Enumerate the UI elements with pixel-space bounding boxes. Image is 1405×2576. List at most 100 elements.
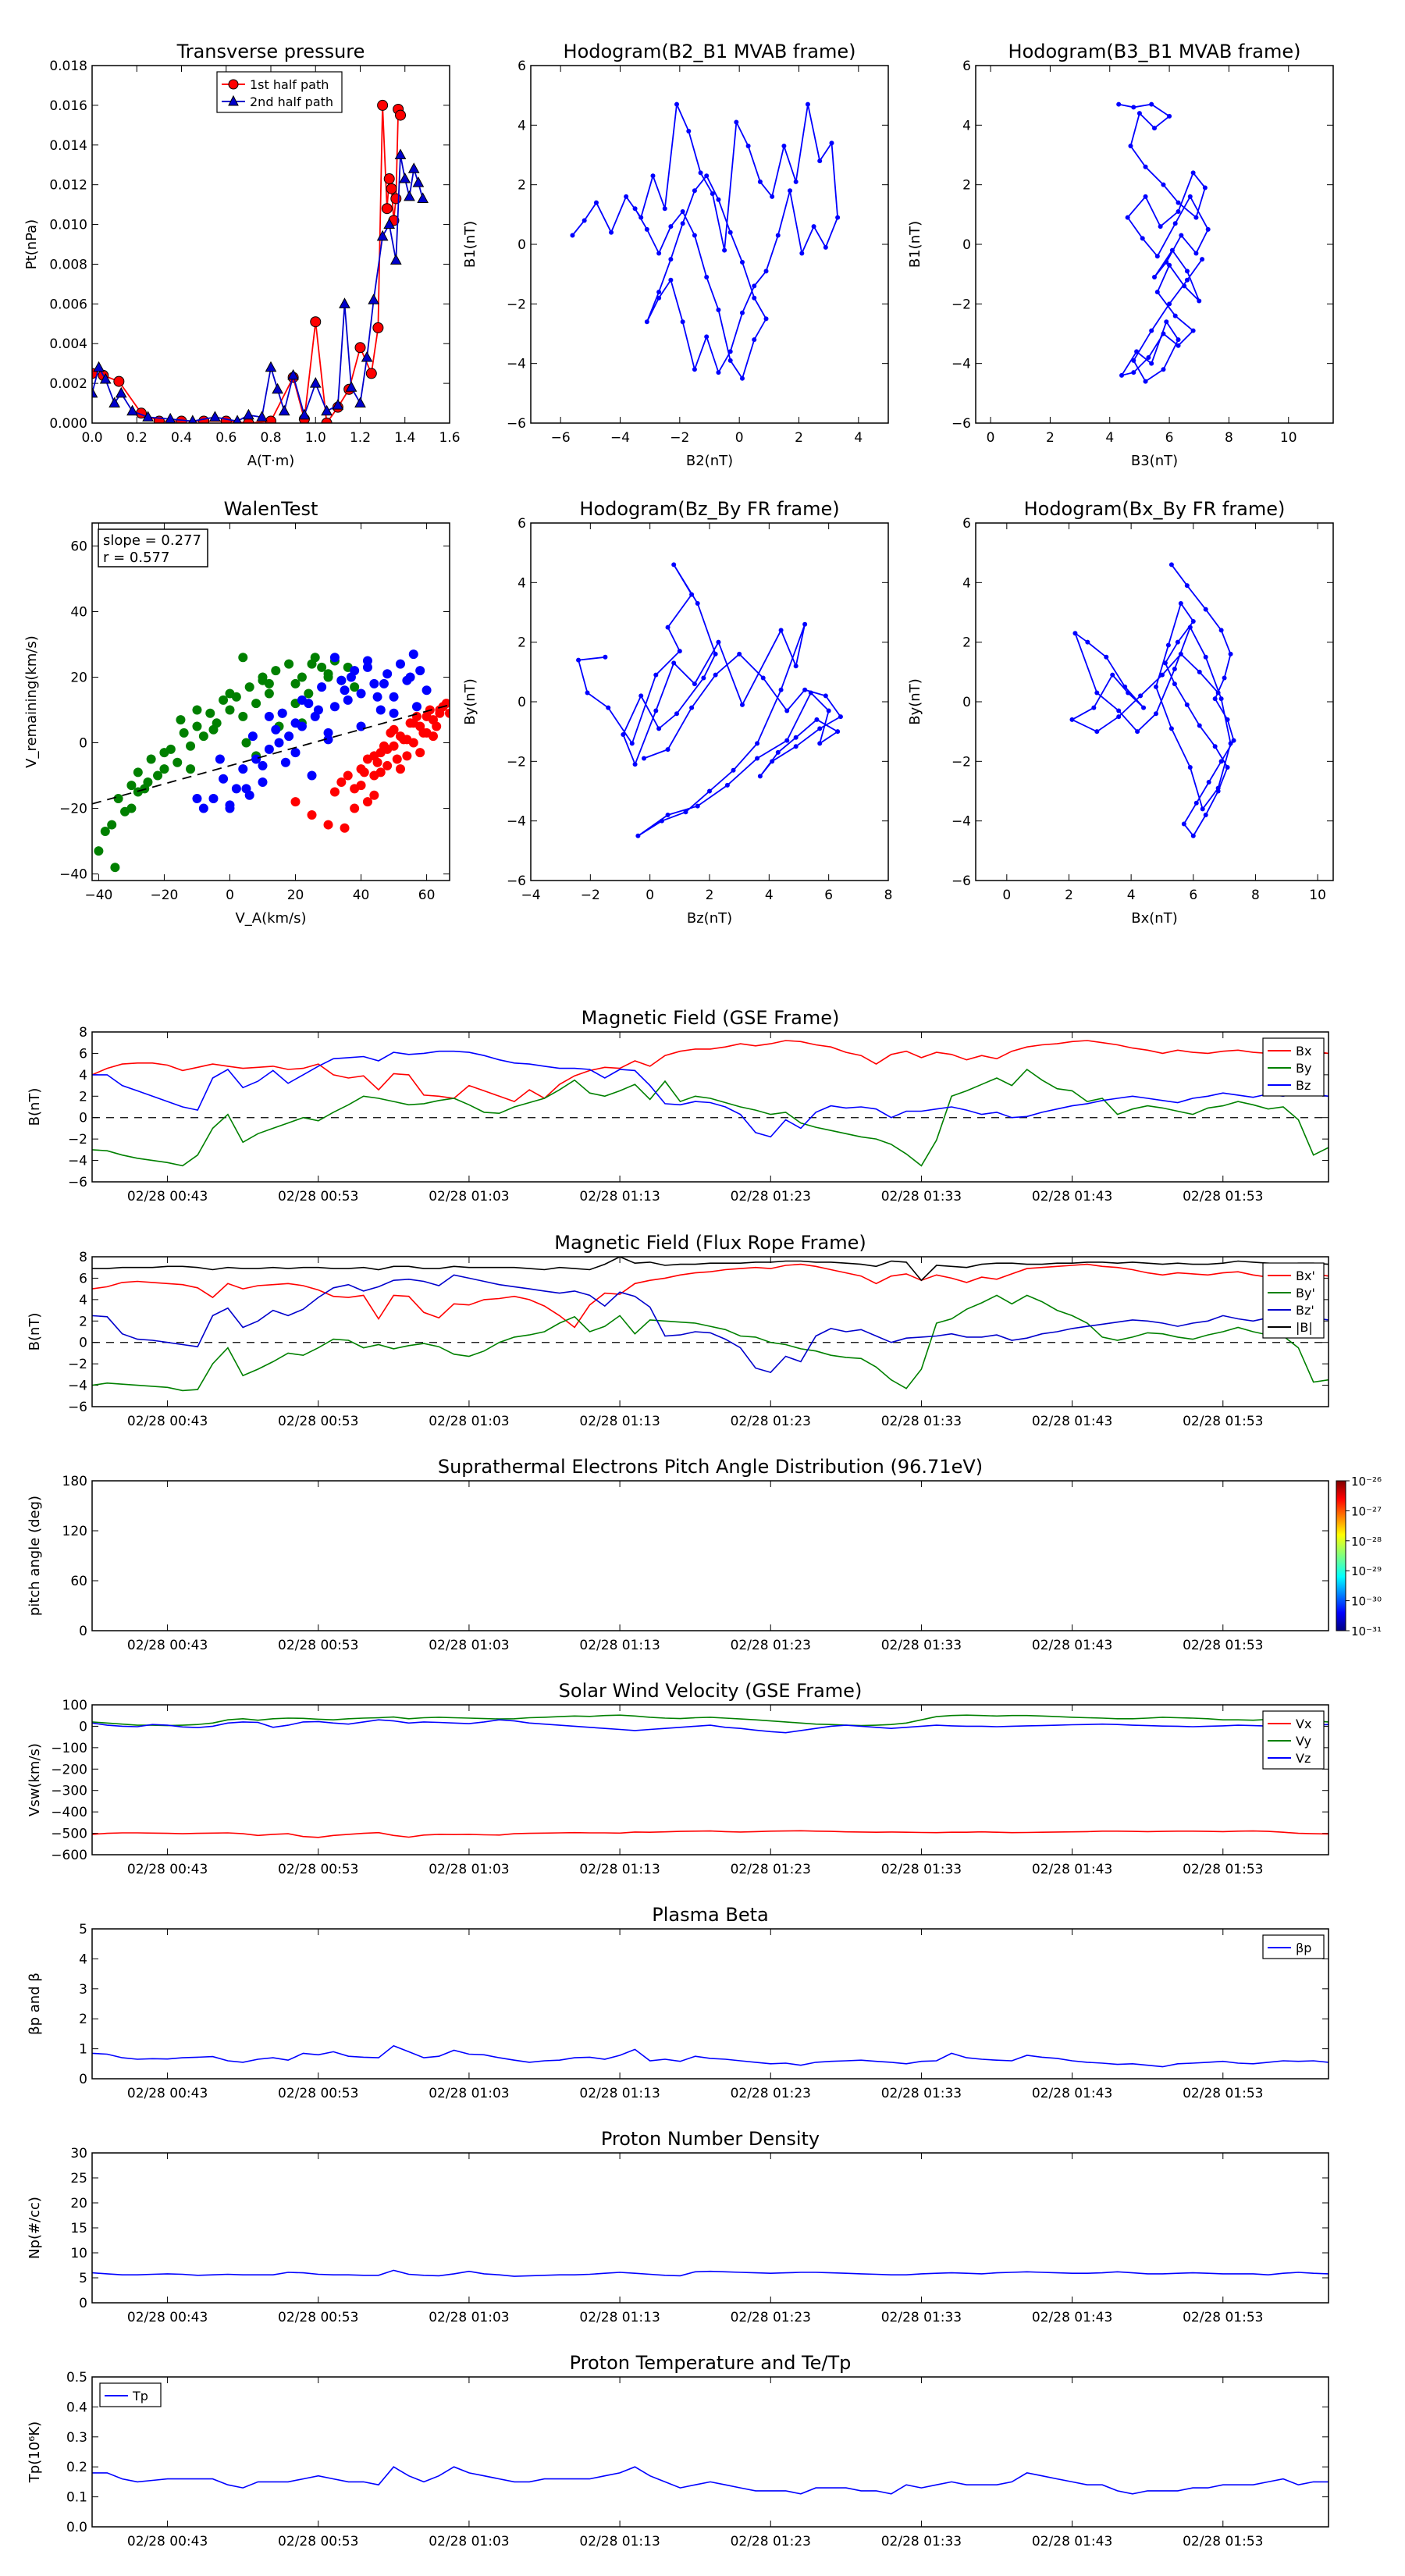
data-point	[656, 290, 662, 295]
data-point	[408, 649, 418, 660]
y-tick-label: −600	[51, 1848, 87, 1863]
data-point	[298, 408, 311, 420]
x-tick-label: 02/28 01:53	[1183, 1638, 1263, 1653]
data-point	[585, 690, 590, 696]
data-point	[1153, 711, 1158, 717]
y-axis-label: B1(nT)	[462, 221, 478, 268]
y-tick-label: 20	[70, 2196, 87, 2211]
chart-title: Suprathermal Electrons Pitch Angle Distr…	[438, 1456, 983, 1478]
data-point	[280, 757, 290, 767]
data-point	[362, 797, 372, 807]
data-point	[603, 654, 608, 660]
chart-title: Magnetic Field (GSE Frame)	[582, 1007, 840, 1029]
y-tick-label: 15	[70, 2221, 87, 2236]
data-point	[650, 173, 656, 179]
x-tick-label: 02/28 01:13	[579, 2310, 660, 2325]
data-point	[713, 651, 718, 656]
data-point	[1200, 257, 1205, 262]
data-point	[638, 693, 644, 699]
data-point	[689, 592, 695, 597]
data-point	[274, 738, 284, 748]
data-point	[321, 404, 333, 416]
plot-area	[92, 99, 429, 423]
x-tick-label: 02/28 01:53	[1183, 1189, 1263, 1204]
data-point	[343, 770, 353, 781]
data-point	[243, 408, 254, 420]
colorbar-label: 10⁻³¹	[1351, 1624, 1382, 1638]
data-point	[290, 718, 301, 728]
x-axis-label: Bx(nT)	[1131, 910, 1177, 927]
y-tick-label: 40	[70, 604, 87, 620]
data-point	[1135, 729, 1140, 735]
x-tick-label: 02/28 00:43	[127, 1189, 208, 1204]
y-tick-label: −6	[951, 873, 971, 889]
data-point	[692, 233, 697, 238]
data-point	[339, 297, 350, 308]
x-tick-label: 2	[706, 888, 714, 903]
chart-panel: Magnetic Field (GSE Frame) −6 −4 −2 0 2 4 6 8 02/…	[27, 1007, 1329, 1204]
data-point	[704, 173, 710, 179]
y-tick-label: −2	[68, 1132, 87, 1147]
x-tick-label: 1.4	[394, 430, 415, 446]
data-point	[372, 692, 382, 702]
data-point	[653, 672, 659, 678]
data-point	[1187, 624, 1193, 630]
chart-panel: Solar Wind Velocity (GSE Frame) −600 −500 −…	[27, 1680, 1329, 1877]
data-point	[377, 99, 389, 111]
x-tick-label: 02/28 00:43	[127, 1862, 208, 1877]
legend-label: By	[1296, 1061, 1311, 1076]
data-point	[1202, 185, 1208, 190]
data-point	[336, 777, 347, 787]
data-point	[290, 748, 301, 758]
y-tick-label: 10	[70, 2246, 87, 2261]
data-point	[362, 656, 372, 666]
data-point	[1187, 764, 1193, 770]
data-point	[644, 226, 649, 232]
x-tick-label: 0.0	[81, 430, 102, 446]
x-tick-label: 8	[1225, 430, 1233, 446]
series-line	[92, 1263, 1329, 1329]
data-point	[368, 294, 380, 304]
x-tick-label: 1.2	[350, 430, 371, 446]
data-point	[644, 319, 649, 325]
y-tick-label: 4	[962, 118, 971, 133]
data-point	[146, 754, 156, 764]
data-point	[793, 744, 799, 749]
plot-frame	[91, 522, 450, 881]
y-tick-label: −100	[51, 1741, 87, 1756]
data-point	[1228, 741, 1233, 746]
data-point	[716, 197, 721, 202]
data-point	[179, 728, 189, 738]
data-point	[704, 274, 710, 279]
data-point	[570, 233, 575, 238]
data-point	[392, 754, 402, 764]
colorbar-label: 10⁻²⁷	[1351, 1504, 1382, 1518]
legend-label: |B|	[1296, 1320, 1313, 1335]
data-point	[757, 179, 763, 184]
data-point	[1119, 372, 1125, 378]
x-tick-label: 02/28 01:23	[731, 2310, 811, 2325]
y-tick-label: 0.008	[49, 257, 87, 272]
data-point	[422, 711, 432, 721]
data-point	[739, 702, 745, 707]
data-point	[159, 764, 169, 774]
legend-label: 1st half path	[250, 77, 329, 92]
data-point	[350, 803, 360, 813]
data-point	[323, 820, 333, 830]
x-tick-label: 02/28 01:53	[1183, 2534, 1263, 2549]
data-point	[264, 744, 274, 754]
legend-label: βp	[1296, 1941, 1311, 1955]
data-point	[817, 741, 823, 746]
x-tick-label: 6	[1165, 430, 1174, 446]
x-tick-label: 02/28 00:53	[278, 1638, 358, 1653]
data-point	[1167, 262, 1172, 268]
data-point	[251, 699, 261, 709]
data-point	[731, 767, 736, 773]
data-point	[1172, 221, 1178, 226]
legend-box	[99, 2382, 162, 2407]
data-point	[1152, 274, 1157, 279]
y-tick-label: 180	[62, 1474, 87, 1489]
data-point	[692, 367, 697, 372]
data-point	[321, 418, 333, 423]
plot-area	[570, 101, 841, 381]
